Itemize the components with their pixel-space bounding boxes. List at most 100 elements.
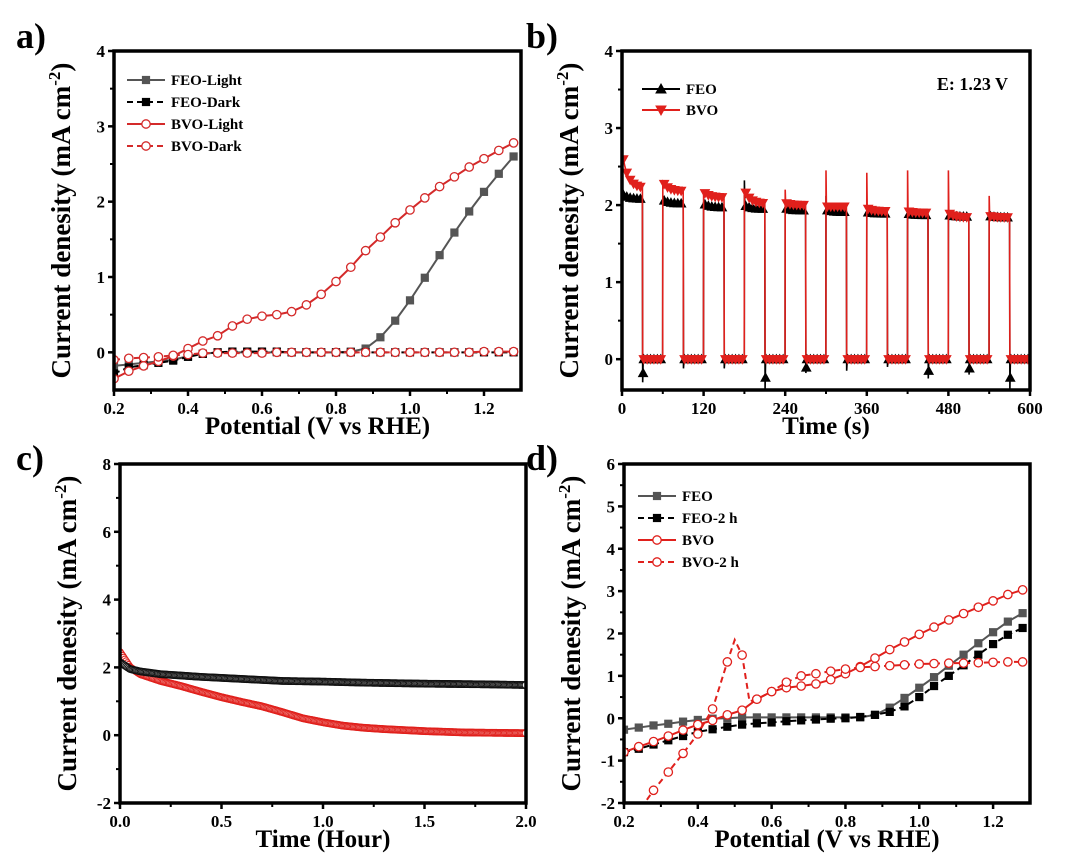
- data-point-bvo-light: [493, 145, 504, 156]
- y-tick-label: 8: [103, 455, 112, 474]
- data-point-feo-2h: [723, 722, 732, 731]
- data-point-bvo-dark: [197, 348, 208, 358]
- data-point-bvo: [981, 355, 993, 365]
- data-point-bvo-light: [242, 314, 253, 325]
- data-point-feo: [923, 365, 935, 375]
- y-tick-label: -2: [97, 794, 111, 813]
- data-point-bvo-dark: [316, 347, 327, 358]
- data-point-bvo-light: [464, 162, 475, 172]
- y-axis-label-end: ): [46, 63, 76, 72]
- data-point-bvo-dark: [286, 347, 297, 358]
- data-point-bvo-2h: [899, 660, 910, 670]
- legend-item: BVO-2 h: [638, 555, 739, 571]
- x-tick-label: 1.5: [414, 812, 435, 831]
- data-point-bvo-dark: [390, 347, 401, 358]
- data-point-bvo: [859, 355, 871, 365]
- data-point-bvo-light: [508, 138, 519, 148]
- legend: FEO FEO-2 h BVO BVO-2 h: [638, 489, 739, 571]
- plot-area: [624, 585, 1028, 803]
- data-point-feo-2h: [841, 714, 850, 723]
- data-point-bvo-dark: [405, 347, 415, 358]
- data-point-bvo-2h: [678, 748, 688, 759]
- data-point-bvo-dark: [301, 347, 312, 358]
- legend-marker-icon: [141, 141, 151, 151]
- data-point-feo-2h: [885, 707, 894, 716]
- data-point-bvo-2h: [958, 658, 969, 669]
- data-point-bvo-light: [360, 245, 371, 256]
- data-point-feo: [974, 639, 983, 648]
- y-tick-label: 0: [97, 343, 106, 362]
- data-point-bvo: [900, 355, 911, 365]
- x-tick-label: 240: [772, 399, 798, 418]
- data-point-feo-2h: [944, 671, 953, 680]
- series-line-bvo-2h: [643, 637, 1023, 803]
- legend-label: FEO-Dark: [171, 95, 241, 111]
- data-point-feo-light: [391, 316, 400, 325]
- x-tick-label: 0: [618, 399, 627, 418]
- data-point-bvo-2h: [1003, 657, 1013, 667]
- data-point-bvo-2h: [648, 785, 659, 796]
- data-point-bvo: [737, 355, 748, 365]
- data-point-feo-light: [465, 207, 474, 216]
- data-point-bvo-light: [138, 361, 149, 371]
- data-point-bvo: [899, 637, 910, 647]
- data-point-bvo-light: [390, 217, 401, 228]
- data-point-bvo-dark: [153, 352, 164, 362]
- data-point-bvo-light: [301, 300, 312, 310]
- legend-label: BVO: [686, 103, 718, 119]
- data-point-feo-light: [420, 273, 429, 282]
- data-point-feo-2h: [811, 715, 821, 724]
- legend-marker-icon: [655, 105, 667, 117]
- y-tick-label: 6: [103, 523, 112, 542]
- legend-item: FEO: [642, 82, 717, 98]
- data-point-feo-2h: [797, 716, 806, 725]
- data-point-feo: [900, 693, 909, 703]
- data-point-feo-2h: [782, 717, 791, 726]
- data-point-bvo-dark: [271, 347, 282, 358]
- data-point-bvo-dark: [434, 347, 445, 358]
- y-axis-label: Current denesity (mA cm-2): [553, 63, 584, 379]
- x-tick-label: 0.4: [687, 812, 709, 831]
- x-tick-label: 0.2: [613, 812, 634, 831]
- data-point-bvo: [696, 355, 707, 365]
- y-axis-label: Current denesity (mA cm-2): [555, 476, 586, 792]
- data-point-bvo: [943, 615, 954, 625]
- data-point-bvo: [722, 710, 733, 720]
- legend-marker-icon: [652, 535, 662, 545]
- x-tick-label: 1.0: [312, 812, 333, 831]
- data-point-bvo-light: [257, 311, 267, 322]
- data-point-bvo: [678, 725, 688, 735]
- data-point-bvo-2h: [914, 659, 925, 669]
- data-point-bvo: [973, 602, 984, 613]
- data-point-bvo: [941, 355, 952, 365]
- data-point-bvo: [777, 355, 789, 365]
- data-point-feo: [760, 372, 771, 382]
- data-point-bvo: [839, 202, 850, 213]
- data-point-bvo: [870, 653, 880, 663]
- y-tick-label: 2: [607, 625, 616, 644]
- data-point-feo-2h: [1018, 623, 1027, 633]
- y-tick-label: 4: [103, 591, 112, 610]
- data-point-bvo-2h: [1017, 657, 1028, 667]
- y-tick-label: 0: [605, 350, 614, 369]
- data-point-bvo: [958, 608, 969, 619]
- series-line-feo: [624, 612, 1024, 731]
- data-point-feo: [1003, 617, 1012, 626]
- data-point-bvo-dark: [242, 348, 253, 358]
- x-tick-label: 1.0: [399, 399, 420, 418]
- y-axis-label-main: Current denesity (mA cm: [556, 498, 586, 791]
- plot-area: [622, 151, 1030, 390]
- data-point-feo: [664, 719, 673, 728]
- data-point-feo-2h: [738, 720, 747, 729]
- legend-label: BVO-Dark: [171, 139, 242, 155]
- x-tick-label: 600: [1017, 399, 1043, 418]
- legend: FEO BVO: [642, 82, 718, 119]
- data-point-bvo: [633, 741, 644, 752]
- x-axis-label: Potential (V vs RHE): [205, 413, 430, 440]
- panel-a: a) 0.2 0.4 0.6 0.8 1.0 1.2 0 1 2 3 4 Potential (V vs…: [16, 16, 523, 440]
- legend-item: BVO-Dark: [127, 139, 242, 155]
- legend-marker-icon: [652, 491, 662, 501]
- data-point-feo-2h: [1003, 630, 1012, 639]
- data-point-bvo-2h: [692, 729, 703, 739]
- data-point-feo: [959, 650, 968, 659]
